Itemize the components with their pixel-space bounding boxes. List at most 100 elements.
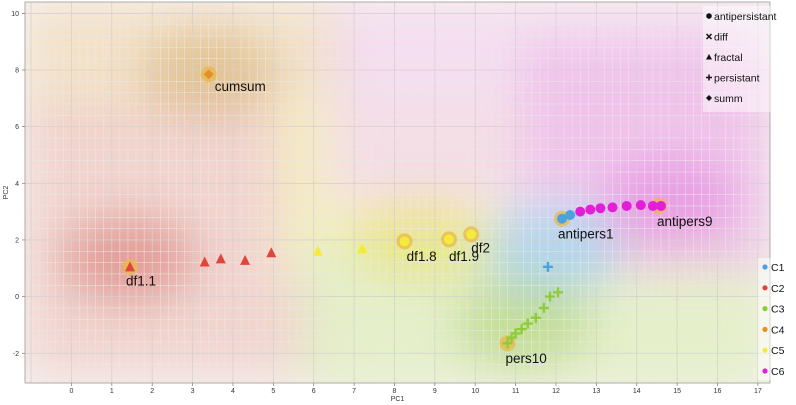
legend-diamond-icon xyxy=(706,95,712,101)
x-tick-label: 12 xyxy=(552,388,560,395)
y-tick-label: 8 xyxy=(15,67,19,74)
point-label: df2 xyxy=(471,241,490,256)
data-point-diamond-C4 xyxy=(203,69,214,80)
legend-plus-icon xyxy=(706,74,712,81)
x-tick-label: 4 xyxy=(231,388,235,395)
y-tick-label: 6 xyxy=(15,124,19,131)
x-tick-label: 17 xyxy=(754,388,762,395)
shape-legend-label: fractal xyxy=(714,52,743,64)
color-legend-entry: C3 xyxy=(762,304,785,316)
legend-circle-icon xyxy=(706,13,712,19)
legend-color-dot-icon xyxy=(762,264,768,270)
data-point-plus-C3 xyxy=(510,328,521,339)
color-legend: C1 C2 C3 C4 C5 C6 xyxy=(758,258,792,380)
data-point-circle-C1 xyxy=(557,213,568,224)
data-point-triangle-C5 xyxy=(357,242,368,253)
shape-legend-label: diff xyxy=(714,32,728,44)
color-legend-entry: C2 xyxy=(762,283,785,295)
x-tick-label: 16 xyxy=(714,388,722,395)
color-legend-label: C4 xyxy=(771,324,785,336)
point-label: antipers1 xyxy=(558,227,614,242)
x-tick-label: 3 xyxy=(191,388,195,395)
data-point-triangle-C2 xyxy=(124,261,135,272)
x-tick-label: 0 xyxy=(69,388,73,395)
x-tick-label: 11 xyxy=(512,388,519,395)
y-tick-label: 10 xyxy=(11,11,19,18)
x-tick-label: 13 xyxy=(592,388,600,395)
data-point-circle-C6 xyxy=(635,200,646,211)
x-tick-label: 14 xyxy=(633,388,641,395)
data-point-plus-C3 xyxy=(538,302,549,313)
y-axis-title: PC2 xyxy=(3,186,10,200)
data-point-triangle-C2 xyxy=(240,254,251,265)
y-tick-label: 0 xyxy=(15,294,19,301)
color-legend-label: C3 xyxy=(771,304,785,316)
axes: 0 1 2 3 4 5 6 7 8 9 10 11 12 13 14 15 16 17-20246810PC1PC… xyxy=(3,1,771,403)
data-point-circle-C6 xyxy=(655,200,666,211)
point-label: df1.9 xyxy=(449,249,479,264)
legends: antipersistant diff fractal persistant summ C… xyxy=(703,6,792,380)
legend-triangle-icon xyxy=(706,54,712,60)
data-point-plus-C3 xyxy=(522,318,533,329)
color-legend-entry: C1 xyxy=(762,262,785,274)
point-label: antipers9 xyxy=(657,214,713,229)
legend-color-dot-icon xyxy=(762,285,768,291)
data-point-circle-C6 xyxy=(575,206,586,217)
data-point-plus-C3 xyxy=(553,287,564,298)
x-axis-title: PC1 xyxy=(391,396,405,403)
shape-legend-entry: fractal xyxy=(706,52,743,64)
region-glow xyxy=(25,2,770,383)
data-point-circle-C5 xyxy=(443,234,454,245)
data-point-circle-C1 xyxy=(565,210,576,221)
shape-legend-entry: antipersistant xyxy=(706,11,777,23)
data-points xyxy=(121,66,667,352)
color-legend-entry: C6 xyxy=(762,366,785,378)
shape-legend-entry: diff xyxy=(705,32,728,44)
color-legend-entry: C4 xyxy=(762,324,785,336)
data-point-circle-C5 xyxy=(466,229,477,240)
data-point-circle-C5 xyxy=(399,236,410,247)
x-tick-label: 1 xyxy=(110,388,114,395)
color-legend-box xyxy=(758,258,792,380)
plot-frame xyxy=(24,1,771,384)
color-legend-label: C6 xyxy=(771,366,785,378)
point-label: df1.8 xyxy=(407,249,437,264)
shape-legend: antipersistant diff fractal persistant summ xyxy=(703,6,789,112)
shape-legend-label: antipersistant xyxy=(714,11,777,23)
y-tick-label: 4 xyxy=(15,181,19,188)
data-point-plus-C3 xyxy=(544,291,555,302)
shape-legend-label: persistant xyxy=(714,73,760,85)
color-legend-label: C5 xyxy=(771,345,785,357)
x-tick-label: 9 xyxy=(433,388,437,395)
legend-color-dot-icon xyxy=(762,347,768,353)
shape-legend-label: summ xyxy=(714,93,743,105)
cluster-regions xyxy=(25,2,770,383)
x-tick-label: 8 xyxy=(393,388,397,395)
point-label: cumsum xyxy=(215,79,266,94)
x-tick-label: 7 xyxy=(352,388,356,395)
shape-legend-box xyxy=(703,6,789,112)
data-point-circle-C6 xyxy=(621,200,632,211)
x-tick-label: 6 xyxy=(312,388,316,395)
x-tick-label: 15 xyxy=(673,388,681,395)
color-legend-entry: C5 xyxy=(762,345,785,357)
data-point-circle-C6 xyxy=(595,203,606,214)
data-point-plus-C3 xyxy=(516,324,527,335)
legend-cross-icon xyxy=(705,33,713,40)
y-tick-label: 2 xyxy=(15,237,19,244)
data-point-plus-C3 xyxy=(502,338,513,349)
data-point-triangle-C5 xyxy=(312,245,323,256)
data-point-circle-C6 xyxy=(647,200,658,211)
color-legend-label: C1 xyxy=(771,262,785,274)
data-point-plus-C3 xyxy=(530,312,541,323)
y-tick-label: -2 xyxy=(13,351,19,358)
data-point-triangle-C2 xyxy=(199,256,210,267)
legend-color-dot-icon xyxy=(762,306,768,312)
point-label: df1.1 xyxy=(126,273,156,288)
data-point-triangle-C2 xyxy=(266,247,277,258)
point-label: pers10 xyxy=(506,351,547,366)
data-point-circle-C6 xyxy=(607,202,618,213)
legend-color-dot-icon xyxy=(762,326,768,332)
